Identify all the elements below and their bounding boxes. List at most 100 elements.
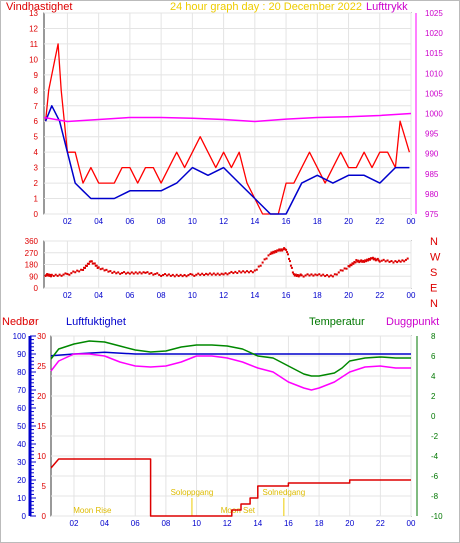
direction-point <box>316 274 319 277</box>
direction-point <box>282 248 285 251</box>
direction-point <box>185 275 188 278</box>
pressure-tick: 975 <box>425 210 439 219</box>
direction-point <box>49 273 52 276</box>
direction-point <box>175 273 178 276</box>
humidity-tick: 100 <box>13 332 27 341</box>
wind-speed-tick: 0 <box>34 210 39 219</box>
wind-speed-line <box>44 43 411 215</box>
chart-title: 24 hour graph day : 20 December 2022 <box>170 1 362 13</box>
direction-point <box>74 271 77 274</box>
direction-point <box>206 273 209 276</box>
pressure-tick: 990 <box>425 150 439 159</box>
humidity-tick: 70 <box>17 386 26 395</box>
time-tick: 06 <box>131 519 140 528</box>
time-tick: 04 <box>94 291 103 300</box>
direction-point <box>280 248 283 251</box>
direction-point <box>85 264 88 267</box>
direction-point <box>107 270 110 273</box>
direction-point <box>242 270 245 273</box>
direction-point <box>257 265 260 268</box>
pressure-tick: 1015 <box>425 49 443 58</box>
direction-point <box>58 273 61 276</box>
direction-point <box>328 275 331 278</box>
direction-point <box>365 260 368 263</box>
event-label: Moon Rise <box>73 506 112 515</box>
pressure-tick: 1010 <box>425 69 443 78</box>
direction-point <box>56 274 59 277</box>
direction-point <box>150 272 153 275</box>
temperature-axis: -10 -8 -6 -4 -2 0 2 4 6 8 <box>416 332 443 521</box>
direction-point <box>335 273 338 276</box>
pressure-tick: 1020 <box>425 29 443 38</box>
direction-point <box>329 274 332 277</box>
direction-point <box>369 258 372 261</box>
direction-point <box>302 275 305 278</box>
temperature-tick: -2 <box>431 432 439 441</box>
pressure-tick: 985 <box>425 170 439 179</box>
time-tick: 18 <box>313 217 322 226</box>
direction-point <box>339 269 342 272</box>
direction-point <box>360 259 363 262</box>
direction-point <box>348 265 351 268</box>
pressure-tick: 1005 <box>425 89 443 98</box>
direction-point <box>183 274 186 277</box>
direction-point <box>397 259 400 262</box>
direction-point <box>162 274 165 277</box>
time-tick: 10 <box>188 291 197 300</box>
direction-point <box>76 269 79 272</box>
direction-point <box>304 274 307 277</box>
precip-tick: 10 <box>37 452 46 461</box>
dewpoint-label: Duggpunkt <box>386 316 439 328</box>
direction-point <box>80 268 83 271</box>
time-tick: 14 <box>253 519 262 528</box>
direction-point <box>124 272 127 275</box>
direction-point <box>263 258 266 261</box>
time-tick: 02 <box>63 217 72 226</box>
precip-tick: 5 <box>42 482 47 491</box>
direction-point <box>261 261 264 264</box>
direction-point <box>115 272 118 275</box>
time-tick: 22 <box>375 291 384 300</box>
direction-point <box>288 260 291 263</box>
direction-point <box>210 273 213 276</box>
direction-point <box>54 273 57 276</box>
humidity-tick: 20 <box>17 476 26 485</box>
direction-point <box>399 260 402 263</box>
direction-point <box>136 272 139 275</box>
wind-speed-tick: 5 <box>34 133 39 142</box>
direction-point <box>253 269 256 272</box>
pressure-tick: 980 <box>425 190 439 199</box>
wind-speed-tick: 11 <box>30 40 39 49</box>
direction-tick: 90 <box>29 272 38 281</box>
direction-point <box>287 253 290 256</box>
dewpoint-line <box>50 353 411 391</box>
direction-point <box>343 267 346 270</box>
direction-point <box>273 251 276 254</box>
direction-point <box>382 258 385 261</box>
direction-point <box>216 272 219 275</box>
direction-point <box>318 273 321 276</box>
precip-tick: 15 <box>37 422 46 431</box>
direction-point <box>173 275 176 278</box>
time-tick: 08 <box>157 217 166 226</box>
direction-point <box>144 271 147 274</box>
time-tick: 20 <box>345 519 354 528</box>
wind-speed-tick: 7 <box>34 102 39 111</box>
direction-point <box>177 275 180 278</box>
time-tick: 00 <box>407 519 416 528</box>
direction-point <box>50 275 53 278</box>
direction-point <box>278 248 281 251</box>
direction-point <box>93 262 96 265</box>
wind-speed-tick: 2 <box>34 179 39 188</box>
direction-point <box>396 261 399 264</box>
precip-axis: 0 5 10 15 20 25 30 <box>37 332 46 521</box>
wind-speed-tick: 1 <box>34 195 39 204</box>
pressure-label: Lufttrykk <box>366 1 408 13</box>
direction-point <box>66 273 69 276</box>
direction-point <box>197 272 200 275</box>
humidity-tick: 50 <box>17 422 26 431</box>
time-tick: 12 <box>223 519 232 528</box>
precip-tick: 20 <box>37 392 46 401</box>
direction-point <box>352 262 355 265</box>
